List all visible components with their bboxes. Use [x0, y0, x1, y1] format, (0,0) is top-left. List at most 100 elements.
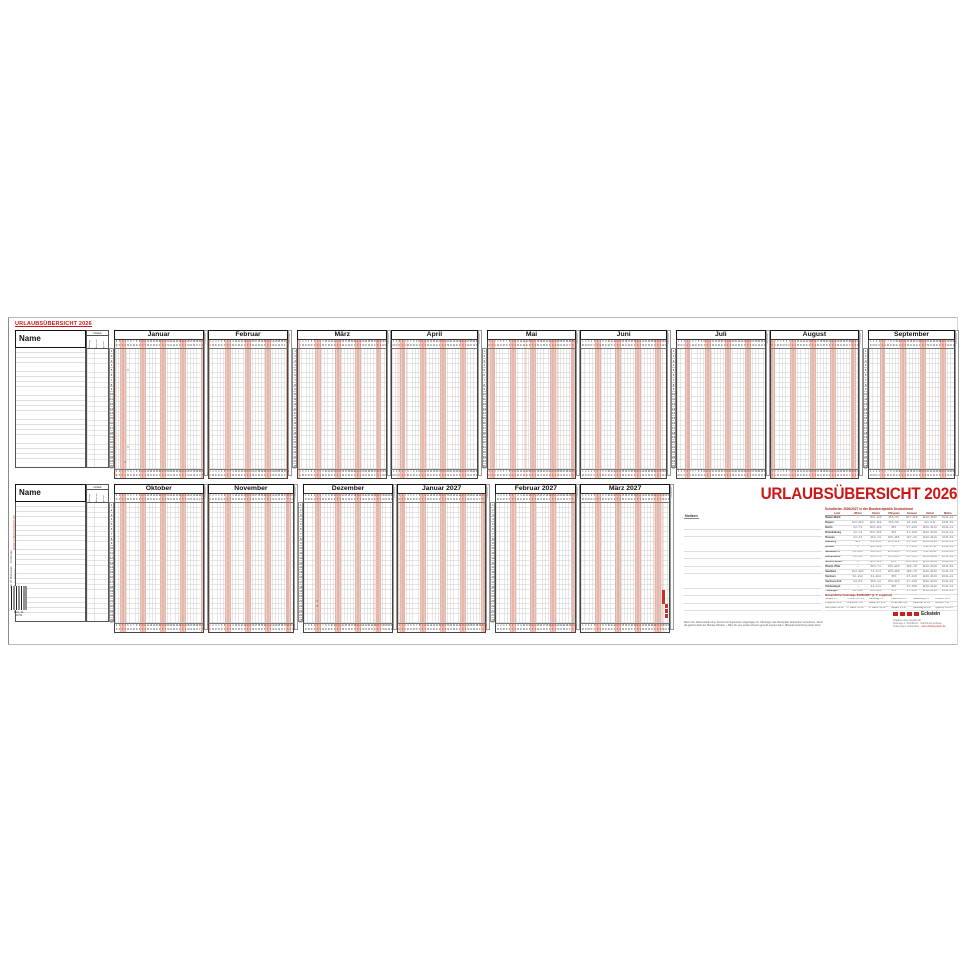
month-grid: × × × — [114, 349, 204, 469]
day-cell: M — [542, 475, 545, 477]
public-holiday-item: Karfreitag 26.3.27 — [913, 607, 935, 612]
day-cell: S — [481, 629, 484, 631]
day-cell: 4 — [590, 495, 592, 497]
day-cell: 9 — [232, 625, 234, 627]
day-cell: M — [147, 475, 149, 477]
day-cell: M — [347, 499, 350, 501]
day-cell: 10 — [141, 471, 144, 473]
day-cell: M — [272, 475, 275, 477]
day-cell: D — [610, 345, 613, 347]
day-cell: 30 — [198, 471, 201, 473]
day-cell: 26 — [941, 341, 944, 343]
day-cell: S — [121, 345, 124, 347]
day-cell: 3 — [875, 341, 877, 343]
day-cell: 9 — [893, 341, 895, 343]
day-cell: 1 — [870, 471, 872, 473]
day-cell: 3 — [215, 625, 217, 627]
logo-square-icon — [900, 611, 905, 617]
day-cell: 2 — [585, 471, 587, 473]
day-cell: F — [179, 499, 181, 501]
row-number: 18 — [672, 430, 676, 436]
day-cell: S — [901, 345, 904, 347]
day-cell: D — [645, 475, 647, 477]
day-cell: 7 — [415, 625, 418, 627]
day-cell: M — [496, 475, 499, 477]
day-cell: D — [261, 629, 263, 631]
day-cell: S — [246, 629, 249, 631]
day-numbers-row: 1 2 3 4 5 6 7 8 9 10 11 12 13 14 15 16 17 18 19 20 21 22 23 24 2… — [488, 470, 577, 474]
state-name: Hessen — [825, 546, 849, 551]
day-cell: M — [668, 629, 670, 631]
day-cell: 20 — [924, 471, 927, 473]
day-cell: M — [307, 629, 310, 631]
example-mark — [665, 613, 668, 618]
day-cell: S — [424, 629, 426, 631]
day-cell: 2 — [302, 341, 304, 343]
day-cell: 18 — [630, 495, 633, 497]
day-cell: S — [571, 499, 574, 501]
example-mark — [665, 604, 668, 609]
state-name: Bremen — [825, 536, 849, 541]
day-cell: 15 — [339, 341, 342, 343]
public-holiday-item: Hl. Drei Kön. 6.1. — [847, 598, 869, 603]
day-cell: S — [571, 345, 574, 347]
day-cell: S — [534, 345, 537, 347]
day-cell: D — [820, 345, 822, 347]
day-cell: 5 — [782, 471, 785, 473]
day-cell: 10 — [607, 471, 610, 473]
day-cell: M — [342, 475, 344, 477]
example-mark — [662, 599, 665, 604]
row-number: 13 — [299, 560, 303, 566]
day-cell: F — [243, 345, 246, 347]
day-cell: M — [557, 345, 560, 347]
day-cell: 17 — [254, 471, 258, 473]
usage-note-line: die gleiche Zeile der Monate Oktober – M… — [684, 624, 821, 628]
day-cell: S — [554, 629, 557, 631]
day-cell: 28 — [286, 471, 289, 473]
day-cell: 5 — [689, 341, 691, 343]
day-cell: 7 — [226, 341, 228, 343]
day-cell: 30 — [475, 471, 478, 473]
day-cell: F — [243, 475, 246, 477]
day-cell: 26 — [749, 471, 752, 473]
day-cell: F — [398, 345, 400, 347]
day-cell: D — [115, 345, 118, 347]
day-cell: F — [438, 475, 441, 477]
day-cell: M — [427, 629, 429, 631]
day-cell: S — [881, 345, 883, 347]
day-cell: 29 — [195, 341, 199, 343]
day-cell: D — [255, 499, 257, 501]
day-cell: F — [459, 499, 461, 501]
day-cell: 26 — [464, 341, 467, 343]
day-cell: 6 — [319, 625, 321, 627]
day-cell: 3 — [215, 495, 217, 497]
day-cell: S — [464, 345, 467, 347]
day-cell: F — [528, 475, 531, 477]
holiday-range: 2.11.–6.11. — [921, 521, 939, 527]
day-cell: F — [459, 345, 461, 347]
day-cell: 17 — [816, 471, 820, 473]
day-cell: 30 — [388, 495, 391, 497]
holiday-range: 21.12.–2.1. — [939, 570, 957, 576]
day-cell: M — [607, 629, 610, 631]
day-cell: F — [828, 475, 831, 477]
day-cell: S — [266, 475, 269, 477]
day-cell: 2 — [680, 471, 682, 473]
day-cell: 30 — [571, 471, 574, 473]
day-numbers-row: 1 2 3 4 5 6 7 8 9 10 11 12 13 14 15 16 17 18 19 20 21 22 23 24 2… — [209, 494, 294, 498]
state-name: Sachsen — [825, 575, 849, 581]
day-cell: F — [374, 345, 376, 347]
day-cell: 22 — [452, 341, 455, 343]
day-cell: 30 — [198, 495, 201, 497]
holiday-range: 30.3.–11.4. — [867, 561, 885, 566]
row-number: 9 — [864, 387, 868, 393]
row-number-column: 1 2 3 4 5 6 7 8 9 10 11 12 13 14 15 16 17 18 19 20 21 22 23 24 2… — [671, 330, 677, 469]
day-cell: 20 — [263, 341, 266, 343]
day-cell: F — [223, 475, 225, 477]
day-cell: S — [941, 475, 944, 477]
